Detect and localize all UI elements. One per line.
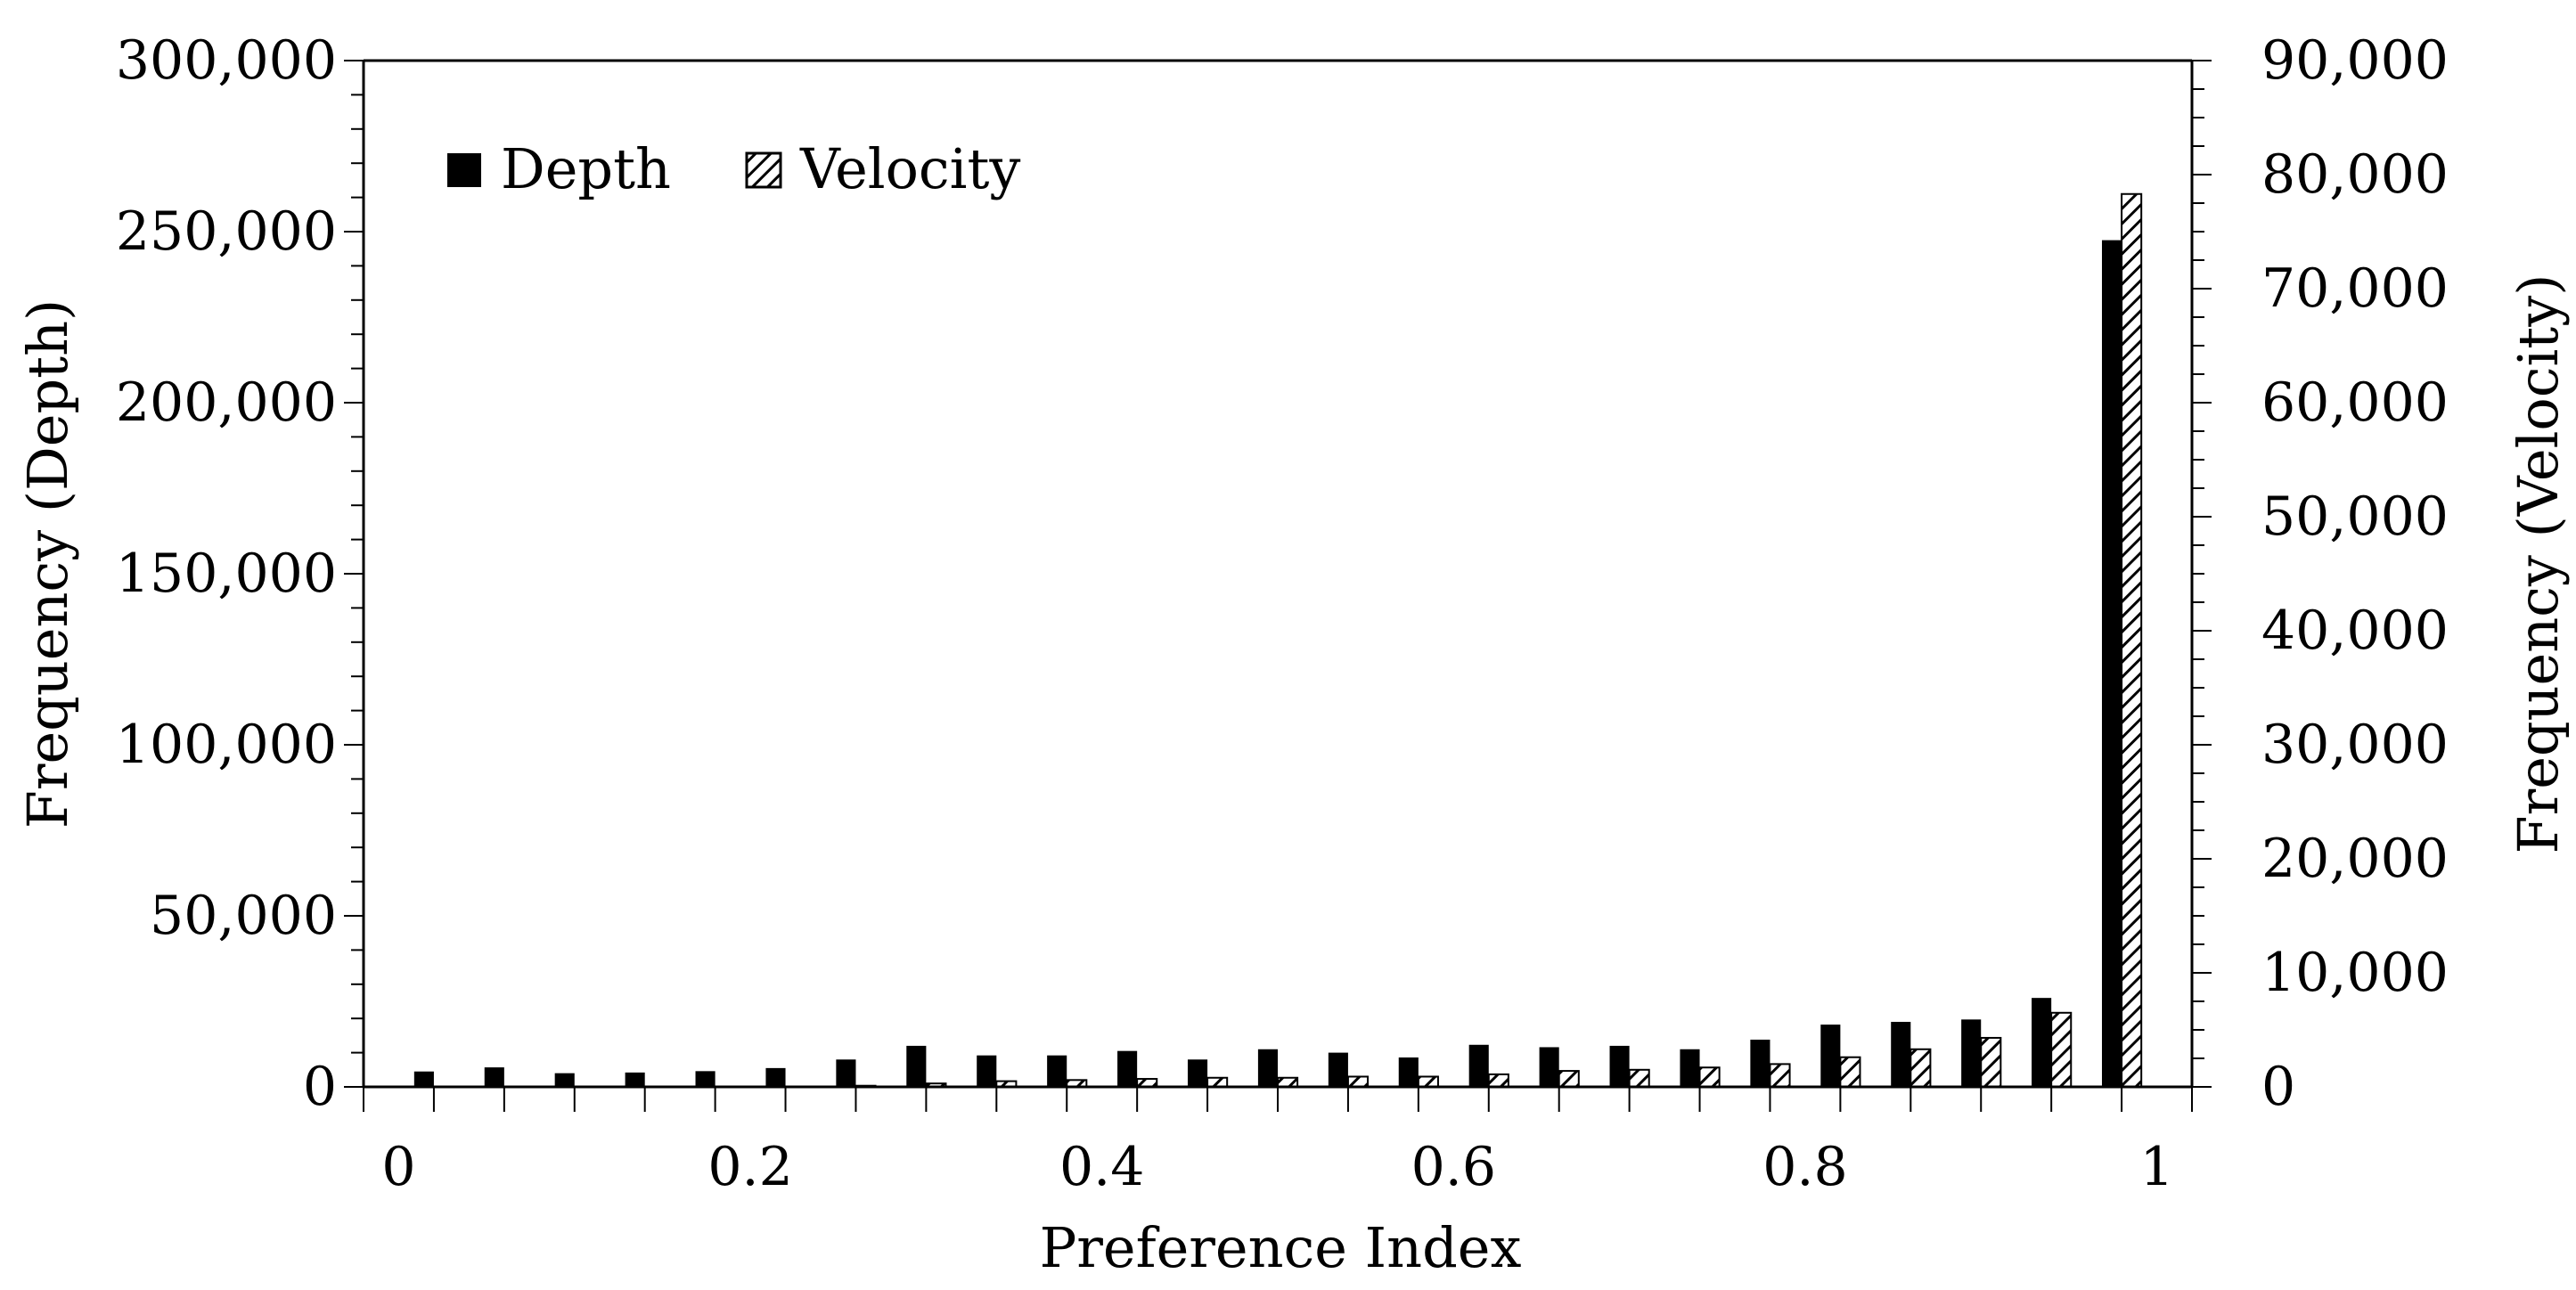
bar-depth (1891, 1022, 1911, 1087)
x-axis-title: Preference Index (1040, 1215, 1522, 1280)
x-tick-label: 0.6 (1411, 1136, 1496, 1198)
y-left-tick-label: 150,000 (116, 543, 337, 605)
bar-depth (1398, 1057, 1419, 1087)
bar-velocity (1206, 1076, 1229, 1089)
y-axis-left-title: Frequency (Depth) (15, 299, 80, 829)
legend: Depth Velocity (447, 136, 1020, 201)
bar-velocity (1839, 1056, 1861, 1088)
bar-velocity (1769, 1063, 1791, 1089)
legend-label-depth: Depth (501, 136, 671, 201)
bar-depth (1609, 1045, 1630, 1087)
y-left-tick-label: 100,000 (116, 714, 337, 776)
bar-depth (1961, 1019, 1982, 1087)
bar-depth (1328, 1052, 1348, 1087)
bar-depth (1750, 1040, 1770, 1087)
bar-depth (1257, 1049, 1278, 1087)
bar-depth (695, 1071, 716, 1087)
y-axis-right-title: Frequency (Velocity) (2506, 274, 2571, 854)
y-right-tick-label: 40,000 (2261, 600, 2449, 662)
legend-swatch-velocity (745, 151, 782, 189)
bar-depth (1117, 1050, 1138, 1087)
y-left-tick-label: 0 (303, 1056, 337, 1118)
bar-velocity (1346, 1075, 1370, 1088)
bar-depth (413, 1071, 434, 1087)
bar-velocity (1628, 1068, 1650, 1089)
x-tick-label: 0.4 (1059, 1136, 1144, 1198)
y-right-tick-label: 50,000 (2261, 486, 2449, 548)
x-tick-label: 1 (2139, 1136, 2173, 1198)
bar-depth (836, 1059, 856, 1087)
axes (344, 59, 2212, 1112)
bar-depth (765, 1067, 786, 1087)
bar-velocity (1277, 1076, 1299, 1089)
y-left-tick-label: 300,000 (116, 29, 337, 92)
bar-depth (2101, 240, 2122, 1088)
y-right-tick-label: 0 (2261, 1056, 2295, 1118)
y-left-tick-label: 250,000 (116, 200, 337, 263)
legend-swatch-depth (447, 153, 481, 187)
bar-depth (1187, 1059, 1208, 1087)
y-right-tick-label: 80,000 (2261, 143, 2449, 206)
tick-labels: 050,000100,000150,000200,000250,000300,0… (116, 29, 2449, 1198)
bar-velocity (1980, 1036, 2002, 1088)
y-right-tick-label: 20,000 (2261, 828, 2449, 890)
x-tick-label: 0.2 (707, 1136, 792, 1198)
bar-velocity (2121, 192, 2143, 1088)
bar-velocity (1698, 1066, 1721, 1088)
bar-depth (1820, 1025, 1841, 1087)
bar-depth (554, 1073, 575, 1087)
bar-depth (1680, 1049, 1700, 1087)
bar-velocity (2050, 1011, 2073, 1089)
bar-velocity (1487, 1073, 1509, 1089)
bar-velocity (1417, 1075, 1439, 1088)
bar-depth (484, 1067, 504, 1087)
y-left-tick-label: 200,000 (116, 371, 337, 434)
bar-velocity (1558, 1070, 1580, 1088)
bar-depth (977, 1055, 997, 1087)
y-right-tick-label: 70,000 (2261, 257, 2449, 320)
bars (413, 192, 2143, 1089)
bar-depth (1539, 1047, 1559, 1087)
bar-depth (1468, 1044, 1489, 1087)
legend-label-velocity: Velocity (799, 136, 1020, 201)
y-right-tick-label: 30,000 (2261, 714, 2449, 776)
y-left-tick-label: 50,000 (150, 885, 337, 947)
y-right-tick-label: 10,000 (2261, 942, 2449, 1004)
bar-depth (2032, 998, 2052, 1087)
y-right-tick-label: 90,000 (2261, 29, 2449, 92)
bar-depth (625, 1072, 645, 1087)
x-tick-label: 0 (381, 1136, 415, 1198)
x-tick-label: 0.8 (1762, 1136, 1847, 1198)
bar-velocity (1910, 1048, 1932, 1089)
y-right-tick-label: 60,000 (2261, 371, 2449, 434)
bar-depth (1047, 1055, 1067, 1087)
bar-depth (906, 1045, 927, 1087)
